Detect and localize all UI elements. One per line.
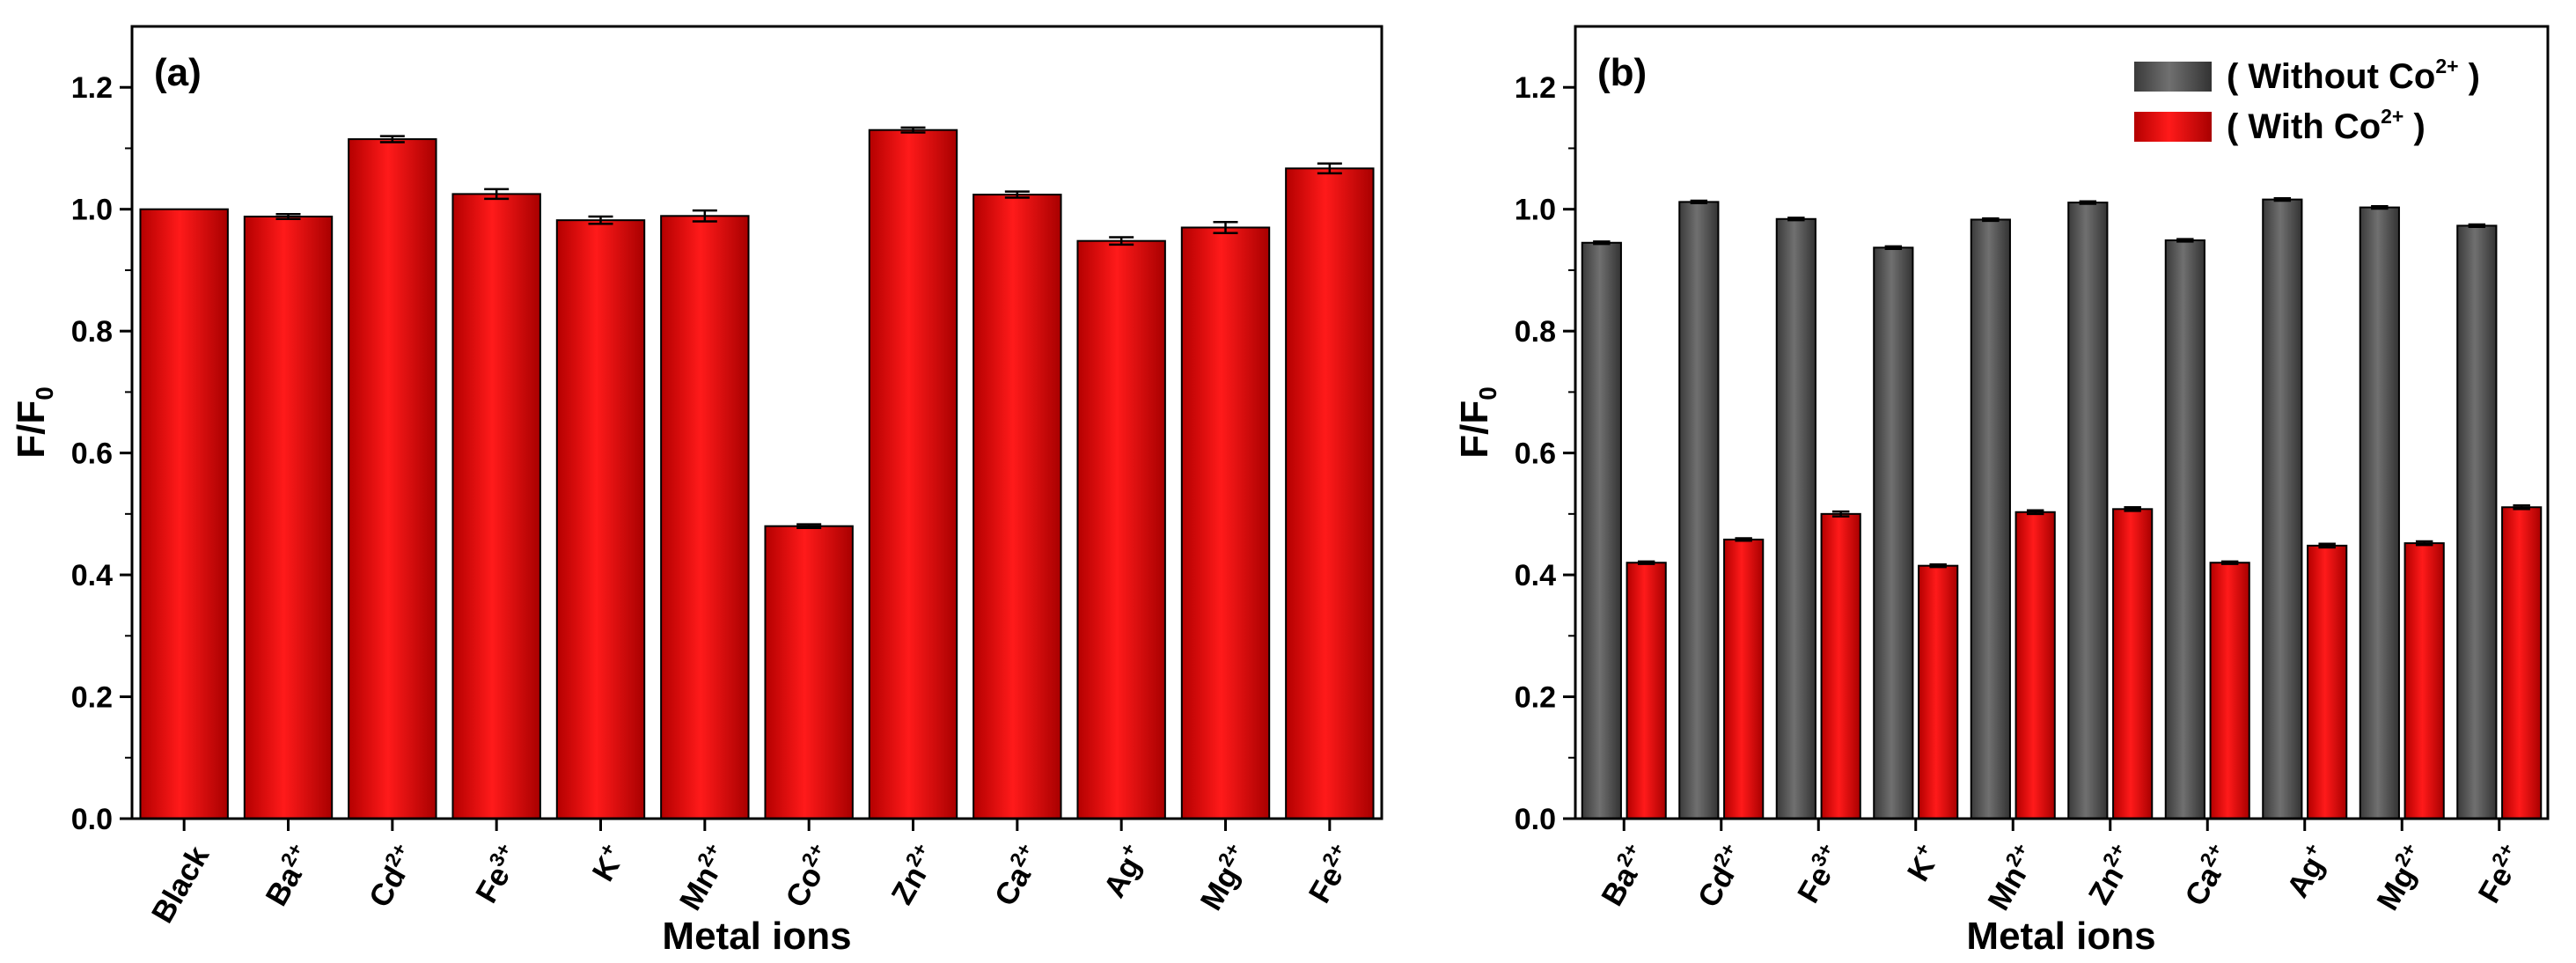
x-category-label: Cd2+ bbox=[359, 839, 424, 914]
panel-a-plot-frame bbox=[130, 25, 1383, 820]
bar bbox=[1180, 226, 1271, 820]
bar bbox=[2112, 508, 2154, 820]
panel-a-y-axis-title-sub: 0 bbox=[31, 386, 58, 401]
bar bbox=[1873, 246, 1914, 820]
y-tick-label: 1.0 bbox=[1515, 194, 1556, 227]
x-category-label: Fe3+ bbox=[1788, 839, 1851, 909]
bar bbox=[555, 219, 646, 820]
panel-a-x-axis-title: Metal ions bbox=[662, 915, 851, 958]
y-tick-label: 0.2 bbox=[1515, 681, 1556, 715]
bar bbox=[2359, 206, 2400, 820]
bar bbox=[2307, 544, 2348, 820]
y-tick-label: 0.0 bbox=[71, 803, 113, 836]
legend-label-without-co: ( Without Co2+ ) bbox=[2227, 55, 2480, 96]
bar bbox=[139, 208, 229, 820]
panel-b-label: (b) bbox=[1597, 51, 1647, 94]
bar bbox=[1581, 241, 1622, 820]
x-category-label: Ba2+ bbox=[256, 839, 320, 912]
y-tick-label: 0.8 bbox=[71, 315, 113, 349]
bar bbox=[451, 193, 541, 820]
y-tick-label: 0.4 bbox=[1515, 559, 1556, 592]
y-tick-label: 0.8 bbox=[1515, 315, 1556, 349]
x-category-label: K+ bbox=[583, 839, 632, 887]
panel-b-plot-frame bbox=[1574, 25, 2550, 820]
panel-a-bars bbox=[139, 129, 1375, 820]
y-tick-label: 1.0 bbox=[71, 194, 113, 227]
bar bbox=[2404, 542, 2445, 820]
bar bbox=[2164, 239, 2205, 820]
bar bbox=[1626, 562, 1667, 820]
panel-a-y-axis-title-base: F/F bbox=[10, 401, 53, 459]
bar bbox=[764, 525, 854, 820]
bar bbox=[1678, 201, 1720, 820]
y-tick-label: 0.6 bbox=[71, 437, 113, 471]
bar bbox=[1970, 218, 2011, 820]
x-category-label: K+ bbox=[1897, 839, 1947, 887]
x-category-label: Ag+ bbox=[1094, 839, 1153, 903]
chart-panel-a: (a) 0.0 0.2 0.4 0.6 0.8 1.0 1.2 Black Ba2+ Cd2+ F… bbox=[10, 25, 1383, 958]
panel-a-y-ticks: 0.0 0.2 0.4 0.6 0.8 1.0 1.2 bbox=[71, 71, 132, 836]
bar bbox=[2015, 511, 2056, 820]
bar bbox=[1723, 538, 1765, 820]
x-category-label: Ba2+ bbox=[1592, 839, 1656, 912]
panel-a-error-bars bbox=[275, 126, 1342, 530]
x-category-label: Fe2+ bbox=[2469, 839, 2531, 909]
x-category-label: Fe3+ bbox=[466, 839, 529, 909]
y-tick-label: 1.2 bbox=[1515, 71, 1556, 105]
bar bbox=[348, 138, 437, 820]
panel-b-bars bbox=[1581, 198, 2543, 820]
bar bbox=[972, 194, 1062, 820]
y-tick-label: 0.2 bbox=[71, 681, 113, 715]
legend-swatch-without-co bbox=[2134, 62, 2212, 92]
panel-b-legend: ( Without Co2+ ) ( With Co2+ ) bbox=[2134, 55, 2480, 146]
panel-b-category-labels: Ba2+ Cd2+ Fe3+ K+ Mn2+ Zn2+ Ca2+ Ag+ Mg2+ Fe2+ bbox=[1592, 819, 2531, 916]
bar bbox=[2501, 506, 2543, 820]
panel-b-y-axis-title-base: F/F bbox=[1453, 401, 1496, 459]
x-category-label: Ca2+ bbox=[2176, 839, 2240, 912]
y-tick-label: 0.6 bbox=[1515, 437, 1556, 471]
bar bbox=[868, 129, 958, 820]
panel-a-y-axis-title: F/F0 bbox=[10, 386, 58, 459]
chart-panel-b: (b) 0.0 0.2 0.4 0.6 0.8 1.0 1.2 Ba2+ Cd2+ Fe3+ K+… bbox=[1453, 25, 2550, 958]
x-category-label: Ag+ bbox=[2278, 839, 2337, 903]
x-category-label: Ca2+ bbox=[985, 839, 1049, 912]
x-category-label: Mn2+ bbox=[1978, 839, 2044, 916]
panel-b-y-axis-title: F/F0 bbox=[1453, 386, 1501, 459]
x-category-label: Fe2+ bbox=[1299, 839, 1361, 909]
bar bbox=[2067, 202, 2109, 820]
legend-swatch-with-co bbox=[2134, 112, 2212, 142]
bar bbox=[2262, 198, 2303, 820]
legend-label-with-co: ( With Co2+ ) bbox=[2227, 105, 2426, 146]
y-tick-label: 0.4 bbox=[71, 559, 113, 592]
bar bbox=[2456, 224, 2498, 820]
x-category-label: Mg2+ bbox=[1191, 839, 1257, 916]
x-category-label: Mn2+ bbox=[671, 839, 737, 916]
panel-b-error-bars bbox=[1593, 196, 2530, 569]
bar bbox=[243, 216, 334, 820]
x-category-label: Co2+ bbox=[776, 839, 841, 914]
y-tick-label: 0.0 bbox=[1515, 803, 1556, 836]
panel-b-y-ticks: 0.0 0.2 0.4 0.6 0.8 1.0 1.2 bbox=[1515, 71, 1575, 836]
x-category-label: Mg2+ bbox=[2367, 839, 2433, 916]
bar bbox=[660, 215, 750, 820]
bar bbox=[1820, 512, 1861, 820]
bar bbox=[1918, 564, 1959, 820]
x-category-label: Zn2+ bbox=[2079, 839, 2142, 910]
bar bbox=[2209, 562, 2250, 820]
panel-b-y-axis-title-sub: 0 bbox=[1474, 386, 1501, 401]
bar bbox=[1285, 167, 1375, 820]
bar bbox=[1076, 239, 1166, 820]
panel-a-category-labels: Black Ba2+ Cd2+ Fe3+ K+ Mn2+ Co2+ Zn2+ Ca2+ Ag+ Mg… bbox=[145, 819, 1361, 929]
x-category-label: Black bbox=[145, 840, 217, 929]
x-category-label: Cd2+ bbox=[1688, 839, 1753, 914]
panel-a-label: (a) bbox=[154, 51, 202, 94]
panel-b-x-axis-title: Metal ions bbox=[1966, 915, 2155, 958]
x-category-label: Zn2+ bbox=[882, 839, 945, 910]
bar bbox=[1775, 217, 1816, 820]
y-tick-label: 1.2 bbox=[71, 71, 113, 105]
